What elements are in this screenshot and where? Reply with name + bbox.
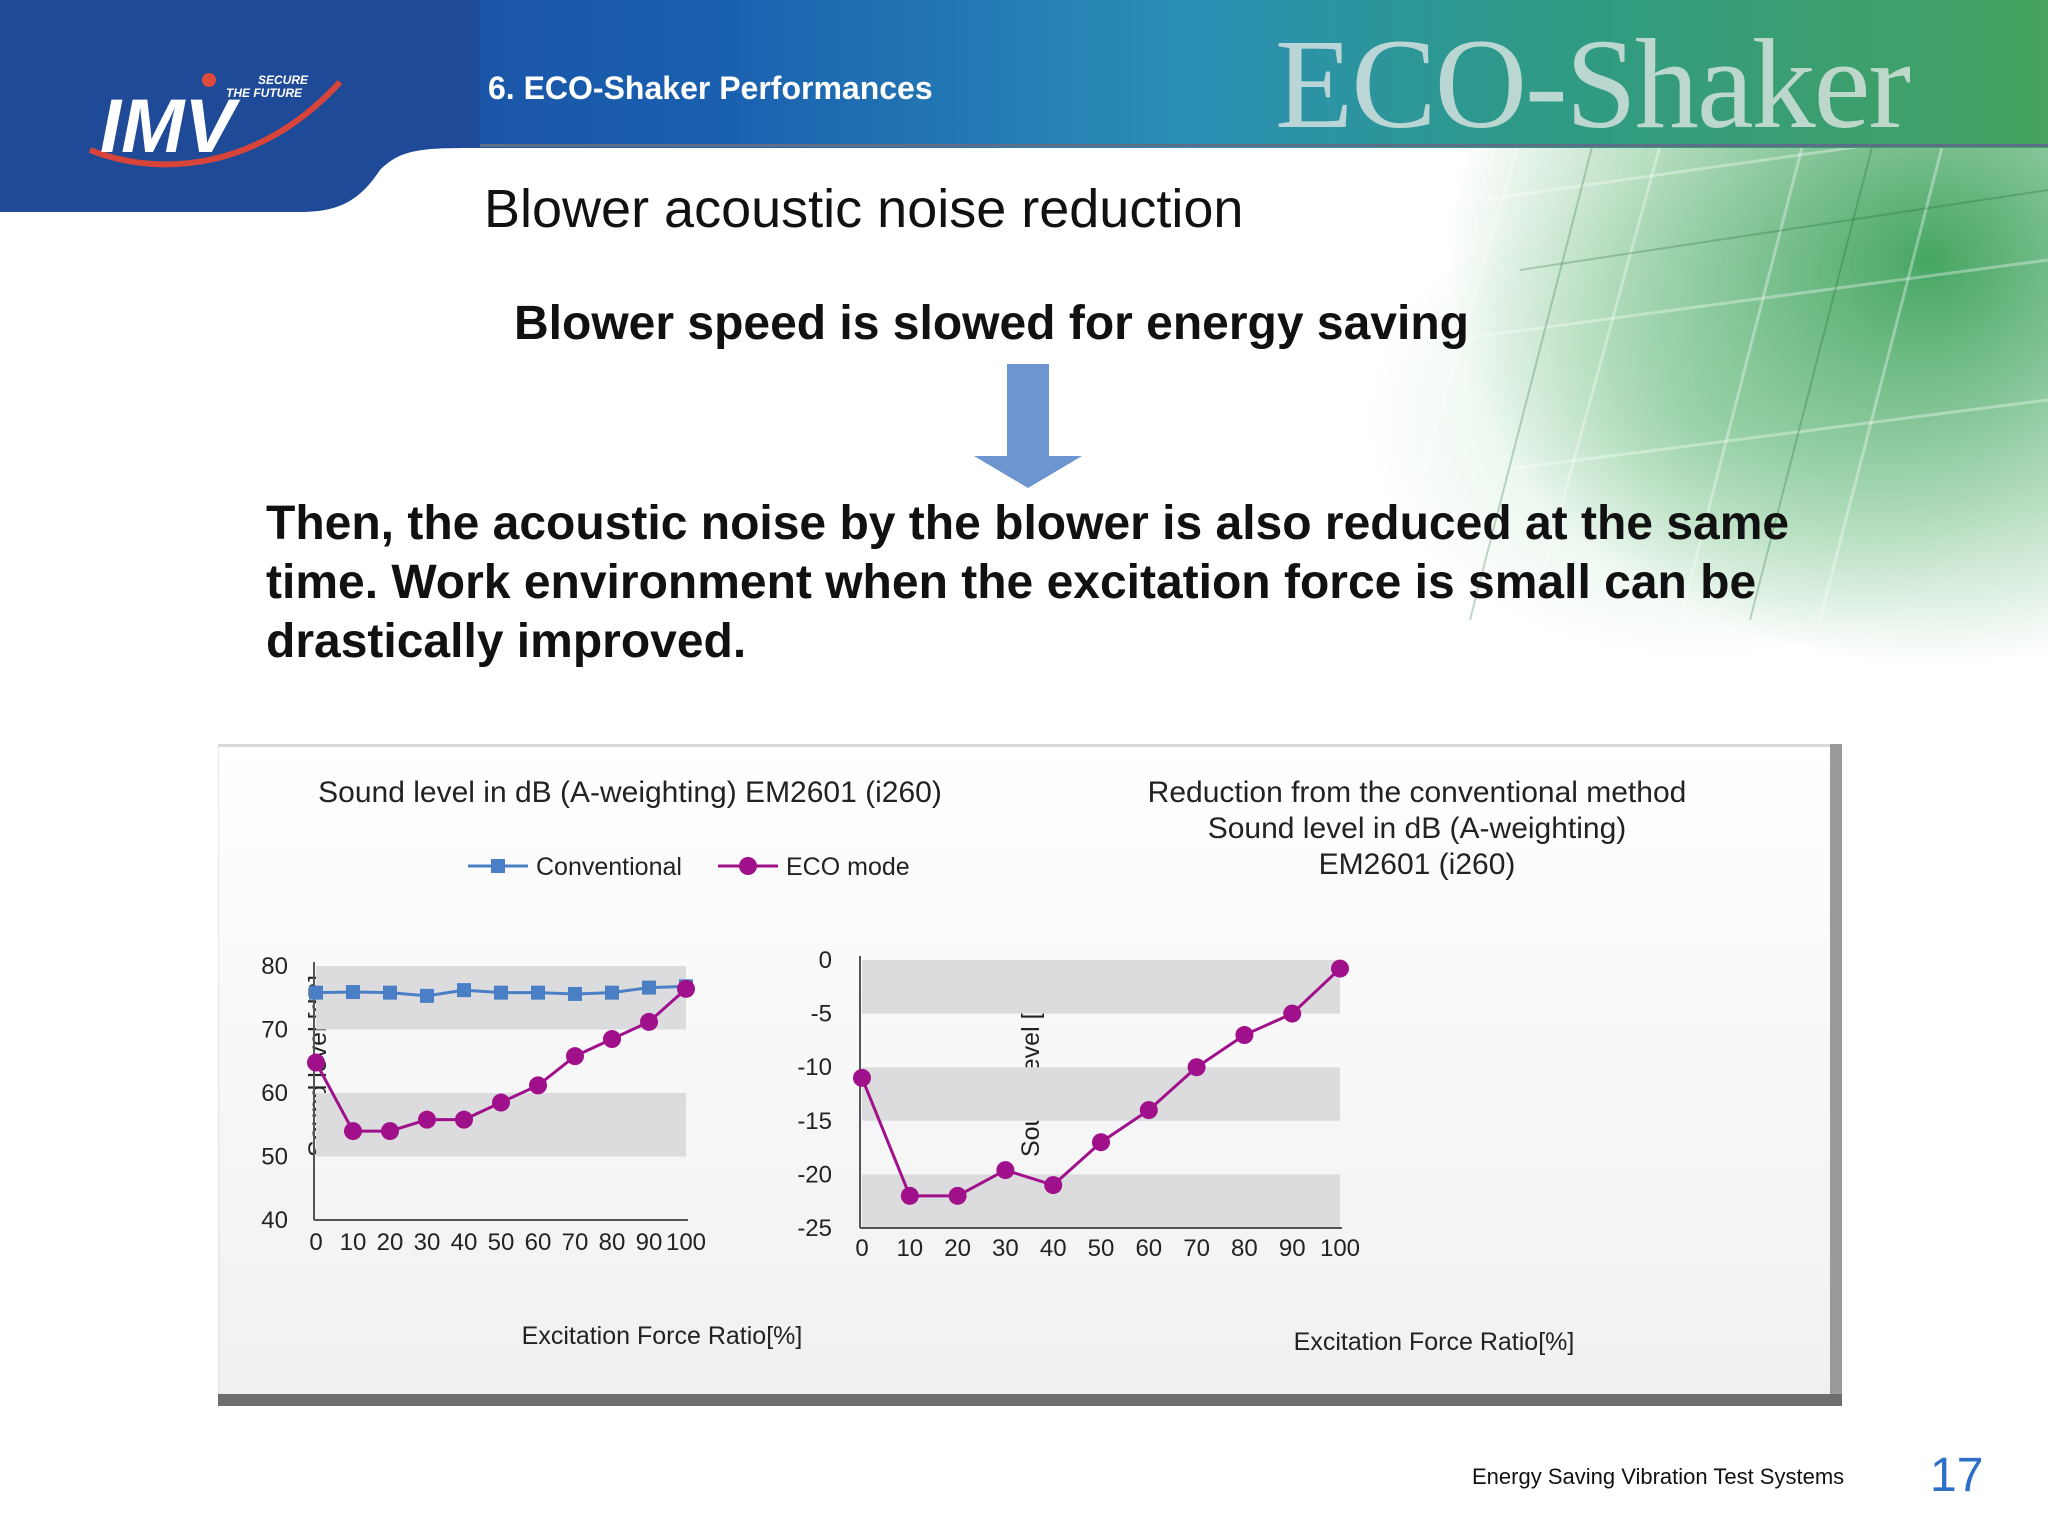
chart-0-x-tick-label: 80 [599, 1229, 626, 1256]
chart-right-title-line3: EM2601 (i260) [1319, 848, 1516, 881]
chart-1-y-tick-label: -15 [797, 1108, 832, 1135]
chart-0-series-0-point [494, 985, 508, 1000]
chart-0-series-0-point [642, 980, 656, 995]
chart-right-title-line2: Sound level in dB (A-weighting) [1208, 812, 1627, 845]
logo-tagline-1: SECURE [258, 73, 309, 87]
chart-0-y-tick-label: 60 [261, 1080, 288, 1107]
chart-1-grid-band [862, 1174, 1340, 1228]
chart-0-series-0-point [568, 986, 582, 1001]
footer-text: Energy Saving Vibration Test Systems [1472, 1464, 1845, 1489]
chart-1-x-tick-label: 90 [1279, 1235, 1306, 1262]
legend-marker [739, 857, 757, 875]
chart-0-series-1-point [418, 1110, 436, 1129]
chart-0-x-tick-label: 0 [309, 1229, 322, 1256]
chart-0-y-tick-label: 50 [261, 1144, 288, 1171]
chart-1-x-tick-label: 40 [1040, 1235, 1067, 1262]
chart-1-series-0-point [1331, 959, 1349, 978]
chart-0-series-1-point [677, 979, 695, 998]
chart-1-x-tick-label: 20 [944, 1235, 971, 1262]
chart-0-y-tick-label: 40 [261, 1207, 288, 1234]
chart-1-x-tick-label: 50 [1088, 1235, 1115, 1262]
chart-1-x-tick-label: 70 [1183, 1235, 1210, 1262]
chart-0-x-tick-label: 60 [525, 1229, 552, 1256]
brand-watermark: ECO-Shaker [1275, 13, 1911, 155]
chart-0-legend: Conventional ECO mode [468, 853, 910, 881]
chart-1-series-0-point [996, 1161, 1015, 1180]
charts-canvas: Sound level in dB (A-weighting) EM2601 (… [261, 776, 1686, 1356]
chart-right-title-line1: Reduction from the conventional method [1148, 776, 1687, 809]
chart-noise-reduction: Reduction from the conventional method S… [797, 776, 1686, 1356]
page-number: 17 [1930, 1449, 1984, 1502]
chart-1-series-0-point [900, 1186, 919, 1205]
chart-1-grid-band [862, 960, 1340, 1014]
chart-0-series-0-point [605, 985, 619, 1000]
chart-right-xlabel: Excitation Force Ratio[%] [1294, 1328, 1575, 1356]
logo-tagline-2: THE FUTURE [226, 86, 303, 100]
chart-1-series-0-point [1187, 1058, 1206, 1077]
chart-1-x-tick-label: 0 [855, 1235, 868, 1262]
slide-title: Blower acoustic noise reduction [484, 179, 1244, 239]
chart-0-series-0-point [457, 983, 471, 998]
chart-left-title: Sound level in dB (A-weighting) EM2601 (… [318, 776, 942, 809]
chart-0-x-tick-label: 10 [340, 1229, 367, 1256]
legend-label: ECO mode [786, 853, 910, 881]
chart-sound-level: Sound level in dB (A-weighting) EM2601 (… [261, 776, 942, 1350]
chart-1-x-tick-label: 30 [992, 1235, 1019, 1262]
chart-1-x-tick-label: 10 [896, 1235, 923, 1262]
chart-1-x-tick-label: 100 [1320, 1235, 1360, 1262]
legend-label: Conventional [536, 853, 682, 881]
chart-1-series-0-point [1044, 1176, 1063, 1195]
chart-1-y-tick-label: -5 [811, 1001, 832, 1028]
chart-1-y-tick-label: 0 [819, 947, 832, 974]
chart-1-y-tick-label: -25 [797, 1215, 832, 1242]
header-divider [440, 144, 2048, 147]
chart-0-series-1-point [566, 1047, 584, 1066]
chart-1-x-tick-label: 60 [1135, 1235, 1162, 1262]
section-title: 6. ECO-Shaker Performances [488, 70, 933, 106]
chart-0-series-1-point [640, 1012, 658, 1031]
chart-0-series-0-point [309, 985, 323, 1000]
chart-0-series-1-point [529, 1076, 547, 1095]
logo-area: IMV SECURE THE FUTURE [0, 0, 480, 212]
chart-0-series-1-point [381, 1122, 399, 1141]
chart-0-series-0-point [531, 985, 545, 1000]
chart-1-grid-band [862, 1067, 1340, 1121]
chart-0-series-1-point [492, 1093, 510, 1112]
chart-0-y-tick-label: 80 [261, 953, 288, 980]
chart-panel-right-edge [1830, 744, 1842, 1406]
chart-0-series-1-point [344, 1122, 362, 1141]
chart-0-x-tick-label: 90 [636, 1229, 663, 1256]
slide-subtitle: Blower speed is slowed for energy saving [514, 297, 1469, 350]
chart-0-x-tick-label: 50 [488, 1229, 515, 1256]
chart-0-x-tick-label: 100 [666, 1229, 706, 1256]
chart-1-series-0-point [853, 1068, 871, 1087]
chart-0-series-0-point [420, 988, 434, 1003]
slide-body-text: Then, the acoustic noise by the blower i… [266, 497, 1790, 668]
chart-1-y-tick-label: -20 [797, 1161, 832, 1188]
chart-0-x-tick-label: 20 [377, 1229, 404, 1256]
down-arrow-icon [974, 364, 1082, 488]
chart-1-x-tick-label: 80 [1231, 1235, 1258, 1262]
chart-0-y-tick-label: 70 [261, 1017, 288, 1044]
chart-0-x-tick-label: 40 [451, 1229, 478, 1256]
chart-panel-bottom-edge [218, 1394, 1842, 1406]
chart-0-series-1-point [603, 1030, 621, 1049]
chart-1-series-0-point [1092, 1133, 1110, 1152]
chart-1-y-tick-label: -10 [797, 1054, 832, 1081]
chart-0-x-tick-label: 70 [562, 1229, 589, 1256]
chart-1-series-0-point [948, 1186, 967, 1205]
chart-0-series-0-point [346, 985, 360, 1000]
chart-panel-top-edge [218, 744, 1840, 747]
chart-1-series-0-point [1139, 1101, 1158, 1120]
chart-left-xlabel: Excitation Force Ratio[%] [522, 1322, 803, 1350]
chart-0-series-0-point [383, 985, 397, 1000]
chart-0-series-1-point [455, 1110, 473, 1129]
chart-0-x-tick-label: 30 [414, 1229, 441, 1256]
logo-text: IMV [100, 84, 240, 169]
legend-marker [491, 859, 505, 873]
chart-1-series-0-point [1283, 1004, 1302, 1023]
chart-1-series-0-point [1235, 1026, 1254, 1045]
chart-0-series-1-point [307, 1053, 325, 1072]
